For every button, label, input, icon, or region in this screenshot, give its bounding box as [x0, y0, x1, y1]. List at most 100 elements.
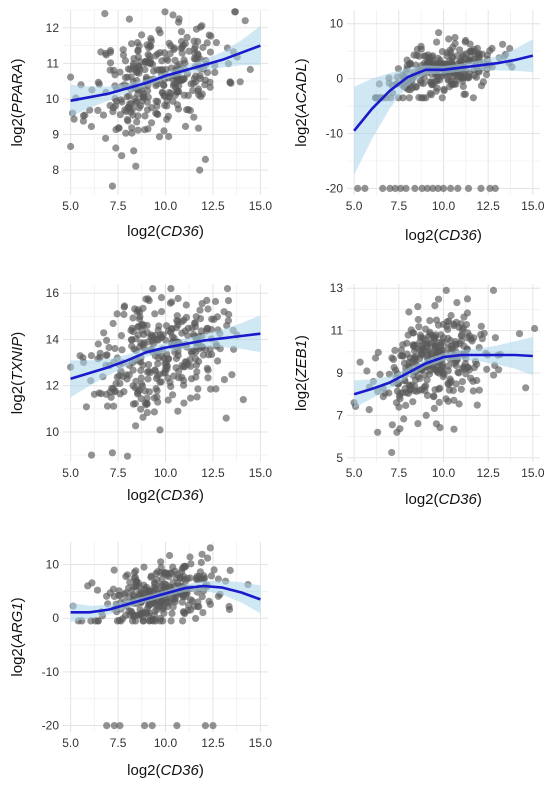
data-point [102, 134, 110, 142]
data-point [388, 354, 396, 362]
data-point [112, 102, 120, 110]
data-point [116, 390, 124, 398]
data-point [143, 409, 151, 417]
x-tick-label: 15.0 [249, 466, 273, 480]
data-point [447, 184, 455, 192]
data-point [181, 577, 190, 585]
data-point [132, 567, 140, 575]
data-point [126, 578, 134, 586]
data-point [464, 334, 472, 342]
data-point [186, 356, 194, 364]
data-point [109, 319, 117, 328]
data-point [110, 566, 118, 574]
data-point [212, 385, 220, 393]
data-point [198, 300, 206, 308]
data-point [132, 162, 140, 170]
x-tick-label: 15.0 [249, 199, 273, 213]
data-point [144, 87, 152, 95]
data-point [469, 94, 477, 102]
data-point [196, 72, 204, 80]
y-tick-label: 12 [46, 21, 60, 35]
loess-fit-line [353, 54, 534, 132]
data-point [170, 596, 178, 604]
data-point [415, 323, 423, 331]
data-point [150, 67, 158, 75]
data-point [470, 334, 478, 342]
data-point [184, 106, 192, 114]
y-tick-label: 11 [331, 324, 344, 338]
data-point [465, 72, 473, 80]
data-point [432, 420, 440, 428]
data-point [236, 78, 244, 86]
y-tick-label: -10 [326, 127, 344, 141]
data-point [506, 44, 514, 53]
data-point [428, 80, 436, 88]
data-point [164, 396, 172, 404]
data-point [106, 59, 115, 67]
data-point [179, 617, 187, 625]
data-point [396, 425, 404, 433]
y-tick-label: 10 [46, 425, 60, 439]
data-point [182, 313, 191, 321]
y-tick-label: 16 [46, 286, 60, 300]
data-point [141, 126, 149, 134]
data-point [187, 596, 195, 604]
data-point [457, 320, 465, 328]
x-tick-label: 10.0 [154, 199, 178, 213]
data-point [522, 384, 530, 392]
data-point [427, 91, 435, 99]
data-point [411, 382, 419, 390]
y-tick-label: 9 [52, 128, 59, 142]
x-tick-label: 7.5 [390, 199, 407, 213]
y-tick-label: 10 [46, 558, 60, 572]
data-point [222, 414, 230, 422]
data-point [465, 366, 474, 374]
data-point [185, 47, 193, 55]
data-point [396, 389, 404, 397]
data-point [173, 722, 181, 730]
data-point [145, 367, 153, 375]
data-point [132, 99, 140, 107]
data-point [420, 371, 428, 379]
data-point [470, 55, 479, 63]
data-point [409, 398, 417, 406]
data-point [134, 126, 142, 134]
data-point [105, 343, 113, 352]
data-point [125, 15, 133, 23]
data-point [426, 367, 434, 375]
data-point [421, 387, 429, 395]
data-point [180, 399, 188, 407]
data-point [461, 38, 469, 46]
data-point [88, 579, 96, 587]
data-point [157, 294, 166, 302]
data-point [374, 348, 382, 356]
data-point [201, 155, 209, 163]
y-axis-label: log2(ACADL) [293, 58, 310, 146]
data-point [371, 354, 380, 362]
data-point [430, 404, 438, 412]
data-point [152, 97, 160, 105]
data-point [106, 66, 114, 74]
x-axis-label: log2(CD36) [127, 223, 204, 240]
data-point [134, 112, 142, 120]
data-point [116, 111, 124, 119]
data-point [416, 77, 424, 85]
data-point [180, 91, 188, 99]
data-point [110, 722, 118, 730]
panel-txnip: 5.0 7.5 10.0 12.5 15.010121416log2(CD36)log2… [9, 284, 272, 504]
data-point [174, 351, 182, 360]
data-point [121, 590, 129, 599]
data-point [453, 73, 461, 81]
data-point [181, 610, 189, 618]
data-point [450, 425, 458, 433]
data-point [174, 88, 182, 96]
data-point [165, 132, 173, 141]
data-point [443, 52, 451, 60]
data-point [193, 393, 201, 401]
data-point [479, 78, 487, 86]
y-tick-label: 12 [46, 379, 60, 393]
data-point [166, 551, 174, 560]
data-point [458, 325, 466, 333]
data-point [116, 722, 124, 730]
data-point [460, 342, 468, 350]
